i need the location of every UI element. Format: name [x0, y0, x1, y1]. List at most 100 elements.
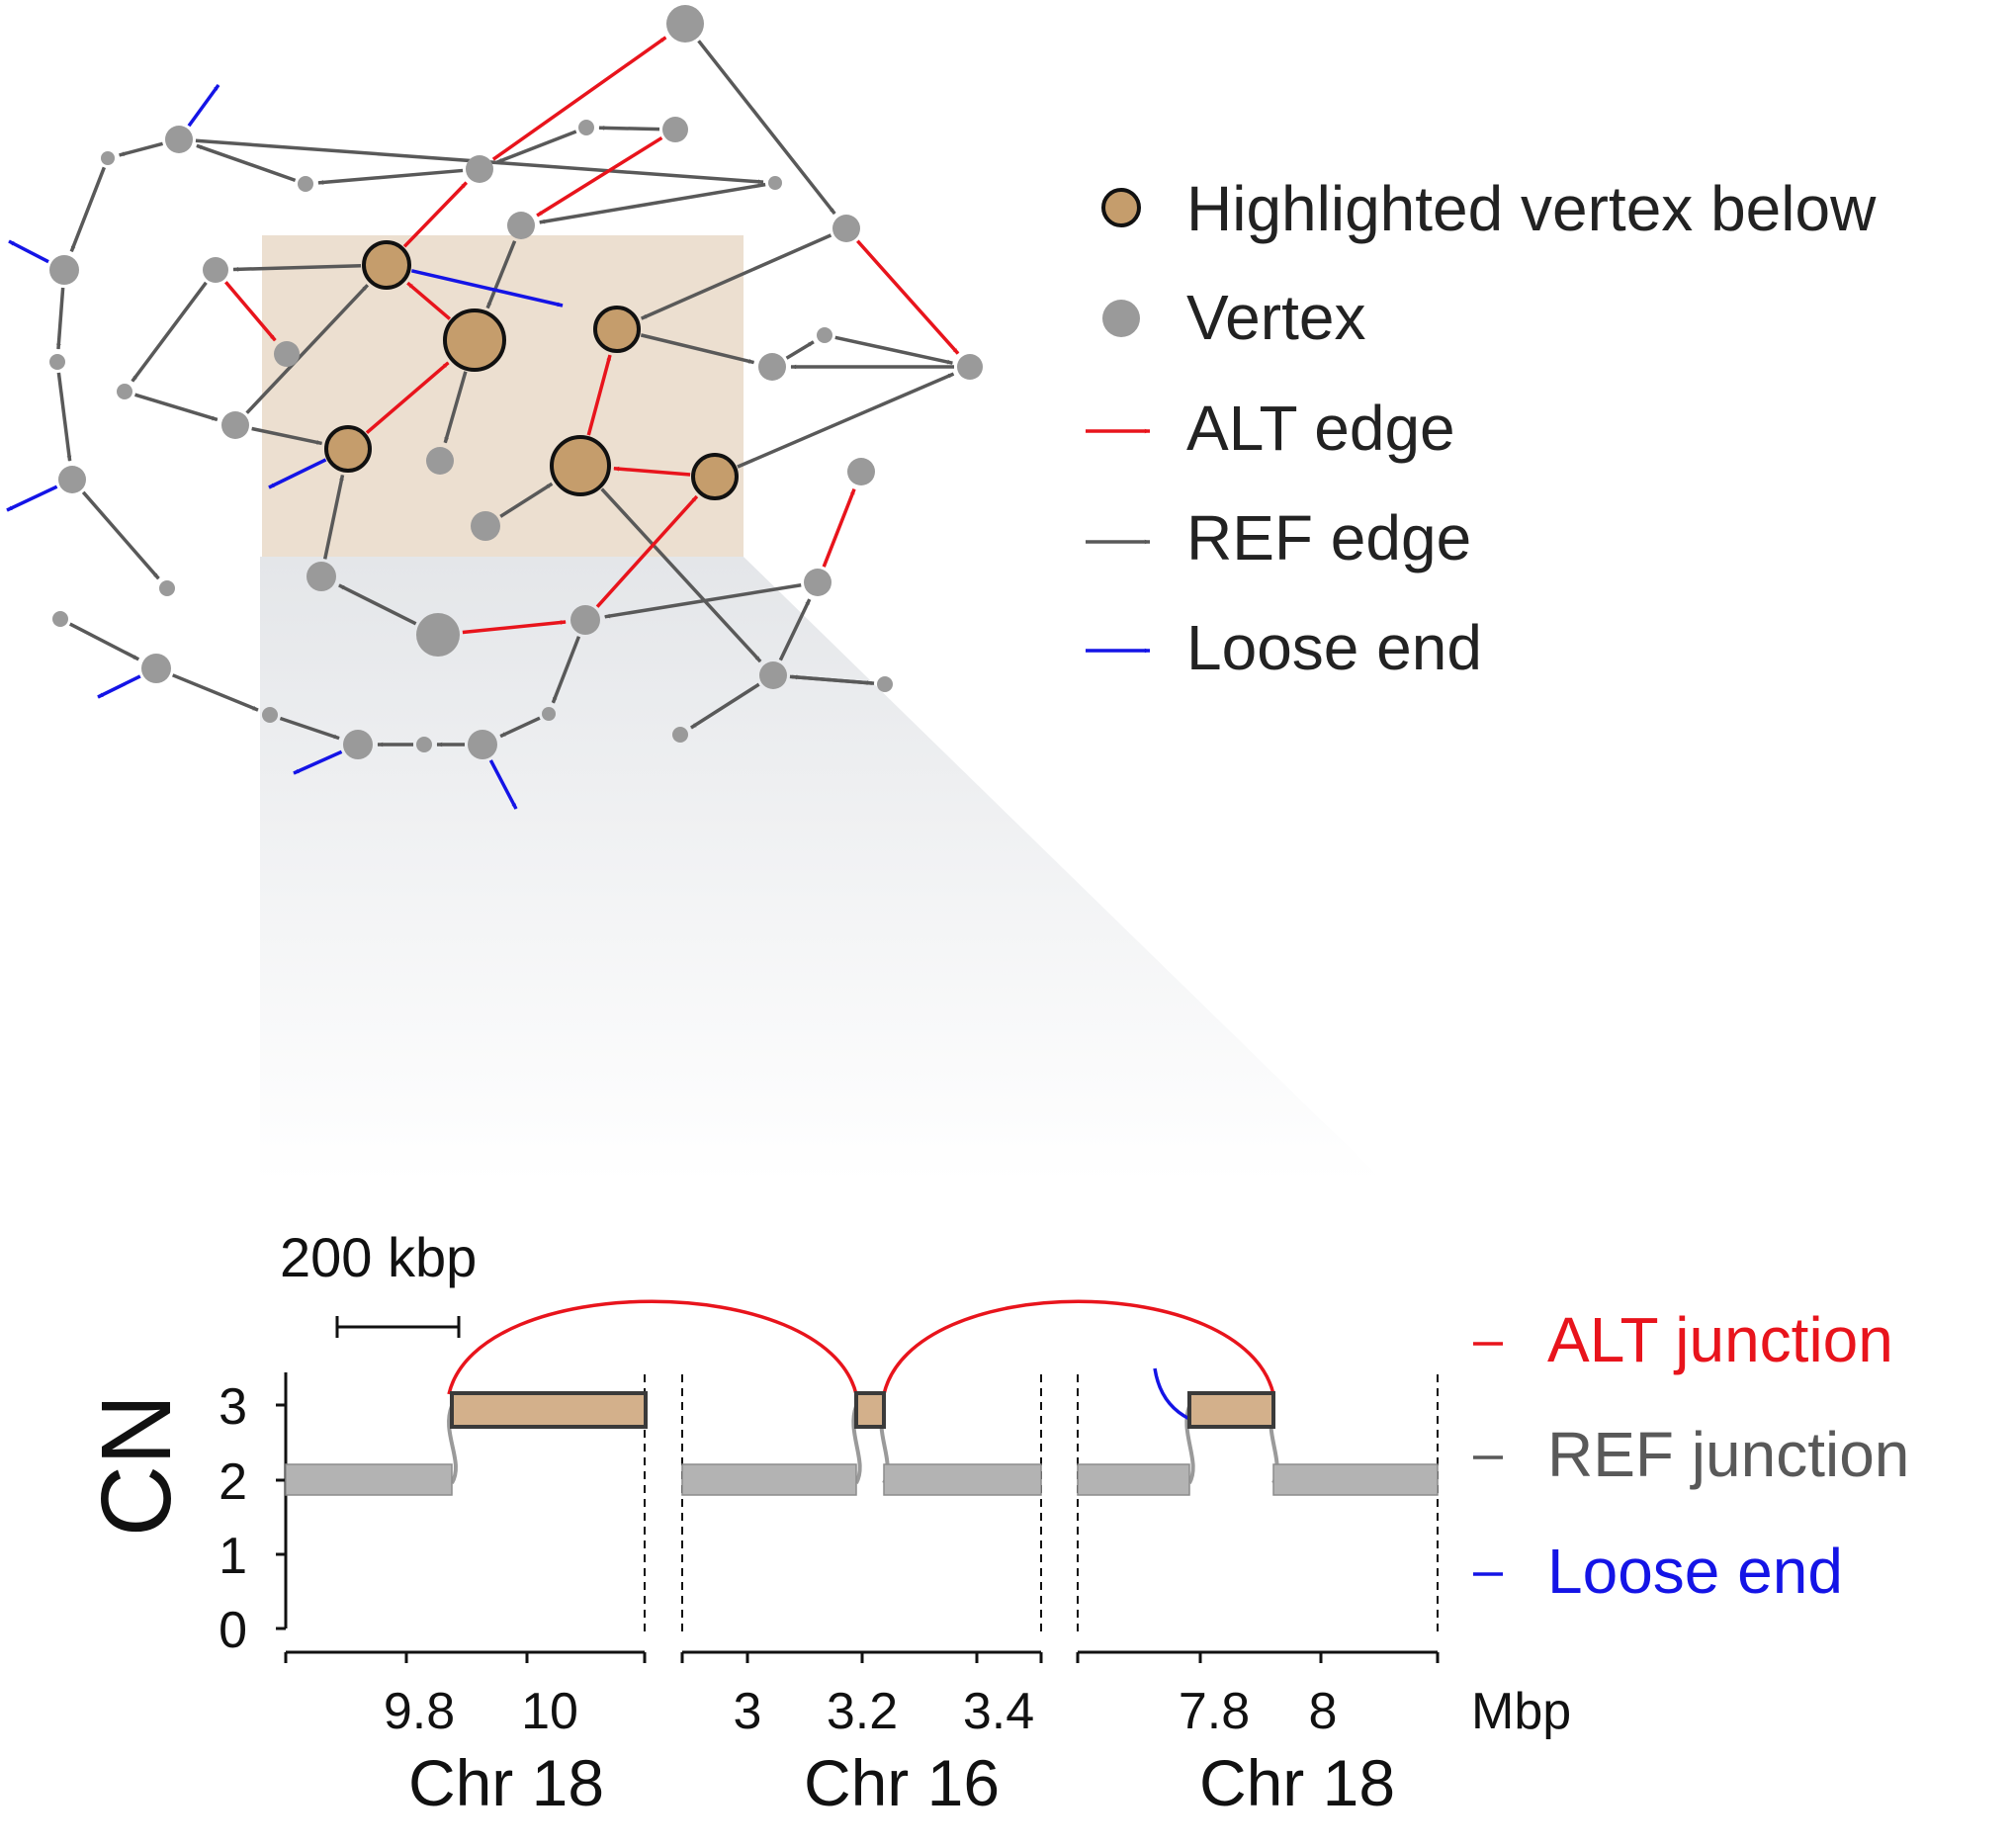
- segment-cn2-a: [285, 1463, 453, 1496]
- segment-cn2-e: [1272, 1463, 1439, 1496]
- vertex: [542, 707, 556, 721]
- loose-end-edge-7: [293, 749, 343, 775]
- genome-track: 200 kbp CN 3 2 1 0: [81, 1226, 1571, 1819]
- vertex: [141, 654, 171, 683]
- highlight-region: [262, 235, 744, 557]
- ref-edge-32: [737, 372, 955, 469]
- ref-edge-52: [279, 716, 340, 741]
- ref-edge-37: [338, 583, 417, 626]
- vertex: [262, 707, 278, 723]
- ref-edge-46: [690, 682, 760, 730]
- ref-edge-36: [600, 487, 762, 663]
- alt-edge-39: [462, 620, 567, 635]
- vertex: [117, 384, 132, 399]
- ref-edge-5: [119, 141, 164, 157]
- x-tick-3.2: 3.2: [827, 1683, 898, 1740]
- x-tick-10: 10: [521, 1683, 578, 1740]
- vertex: [466, 155, 493, 183]
- loose-end-junction: [1153, 1367, 1190, 1421]
- highlighted-vertex: [443, 308, 506, 372]
- vertex: [666, 5, 704, 43]
- vertex: [570, 605, 600, 635]
- ref-edge-50: [68, 622, 140, 661]
- ref-edge-7: [55, 287, 65, 350]
- alt-edge-20: [224, 281, 277, 342]
- vertex: [159, 580, 175, 596]
- alt-junctions: [447, 1299, 1275, 1395]
- ref-edge-31: [785, 340, 815, 360]
- ref-edge-33: [499, 482, 554, 518]
- ref-edge-28: [640, 333, 755, 365]
- ref-edge-24: [251, 426, 323, 446]
- ref-edge-41: [551, 636, 581, 704]
- vertex: [759, 661, 787, 689]
- ref-junction-1: [447, 1405, 458, 1485]
- ref-edge-11: [598, 126, 660, 132]
- legend-loose-label: Loose end: [1186, 612, 1482, 683]
- alt-junction-2: [882, 1299, 1275, 1395]
- ref-edge-23: [245, 284, 370, 414]
- highlighted-vertex: [550, 435, 611, 496]
- track-legend-ref-label: REF junction: [1547, 1419, 1909, 1490]
- ref-edge-17: [443, 371, 468, 444]
- x-tick-9.8: 9.8: [384, 1683, 455, 1740]
- vertex: [58, 466, 86, 493]
- highlighted-vertex: [324, 425, 372, 473]
- loose-end-edge-5: [268, 458, 327, 489]
- loose-end-edge-3: [6, 484, 58, 512]
- ref-edge-9: [81, 490, 160, 580]
- genomic-axes: [284, 1650, 1440, 1663]
- graph-vertices: [49, 5, 983, 759]
- vertex: [957, 354, 983, 380]
- alt-edge-30: [856, 239, 960, 355]
- legend-ref-label: REF edge: [1186, 502, 1471, 573]
- alt-edge-34: [586, 354, 612, 436]
- ref-edge-43: [778, 598, 812, 661]
- chrom-label-1: Chr 18: [408, 1746, 604, 1819]
- vertex: [416, 737, 432, 752]
- alt-edge-35: [613, 466, 691, 477]
- legend-vertex-swatch: [1102, 300, 1140, 337]
- vertex: [832, 215, 860, 242]
- alt-edge-40: [595, 494, 699, 608]
- vertex: [804, 569, 831, 596]
- ref-edge-4: [196, 143, 297, 183]
- ref-edge-19: [232, 264, 362, 272]
- zoom-projection: [260, 557, 1384, 1182]
- ref-junction-4: [1184, 1405, 1195, 1484]
- vertex: [468, 730, 497, 759]
- vertex: [274, 341, 300, 367]
- segment-cn3-b: [854, 1391, 886, 1429]
- vertex: [101, 151, 115, 165]
- vertex: [298, 176, 313, 192]
- cn-tick-3: 3: [219, 1378, 247, 1436]
- alt-edge-13: [536, 135, 663, 218]
- segment-cn2-c: [883, 1463, 1042, 1496]
- vertex: [426, 447, 454, 475]
- ref-edge-10: [496, 130, 577, 164]
- ref-edge-48: [604, 582, 802, 619]
- segment-cn2-d: [1077, 1463, 1190, 1496]
- alt-edge-15: [402, 181, 469, 248]
- loose-end-edge-4: [410, 269, 564, 308]
- loose-end-edge-8: [488, 759, 518, 810]
- track-legend: ALT junction REF junction Loose end: [1473, 1304, 1909, 1607]
- segment-cn3-c: [1187, 1391, 1275, 1429]
- highlighted-vertex: [691, 453, 739, 500]
- ref-edge-22: [134, 393, 219, 422]
- vertex: [343, 730, 373, 759]
- chrom-label-3: Chr 18: [1199, 1746, 1395, 1819]
- ref-edge-6: [69, 166, 107, 252]
- graph-edges: [6, 36, 960, 810]
- chrom-label-2: Chr 16: [804, 1746, 1000, 1819]
- vertex: [672, 727, 688, 743]
- ref-edge-21: [131, 281, 208, 383]
- cn-tick-2: 2: [219, 1453, 247, 1511]
- loose-end-edge-1: [187, 83, 220, 128]
- vertex: [758, 353, 786, 381]
- x-tick-8: 8: [1309, 1683, 1338, 1740]
- vertex: [471, 511, 500, 541]
- cn-segments: [285, 1391, 1439, 1496]
- alt-edge-18: [406, 281, 452, 320]
- highlighted-vertex: [593, 306, 641, 353]
